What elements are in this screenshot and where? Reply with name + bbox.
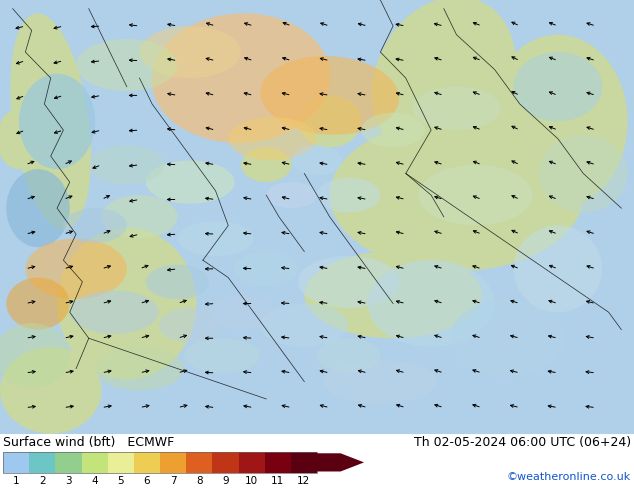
Bar <box>238 452 265 473</box>
Ellipse shape <box>95 347 184 390</box>
Ellipse shape <box>514 225 602 312</box>
Text: 3: 3 <box>65 476 72 487</box>
Ellipse shape <box>57 228 197 379</box>
Bar <box>82 452 108 473</box>
FancyArrow shape <box>317 453 364 471</box>
Text: 7: 7 <box>170 476 176 487</box>
Text: 4: 4 <box>91 476 98 487</box>
Bar <box>291 452 317 473</box>
Ellipse shape <box>266 182 317 208</box>
Ellipse shape <box>178 221 254 256</box>
Ellipse shape <box>158 308 222 343</box>
Ellipse shape <box>361 113 425 147</box>
Bar <box>108 452 134 473</box>
Ellipse shape <box>19 74 95 169</box>
Bar <box>186 452 212 473</box>
Text: Th 02-05-2024 06:00 UTC (06+24): Th 02-05-2024 06:00 UTC (06+24) <box>414 437 631 449</box>
Bar <box>160 452 186 473</box>
Ellipse shape <box>298 256 399 308</box>
Text: Surface wind (bft)   ECMWF: Surface wind (bft) ECMWF <box>3 437 174 449</box>
Ellipse shape <box>539 134 628 213</box>
Ellipse shape <box>298 96 361 147</box>
Ellipse shape <box>304 251 482 338</box>
Text: 10: 10 <box>245 476 258 487</box>
Ellipse shape <box>317 178 380 213</box>
Ellipse shape <box>450 382 539 416</box>
Bar <box>212 452 238 473</box>
Ellipse shape <box>260 303 349 347</box>
Ellipse shape <box>317 338 380 373</box>
Ellipse shape <box>209 295 273 330</box>
Text: 12: 12 <box>297 476 311 487</box>
Bar <box>134 452 160 473</box>
Ellipse shape <box>228 117 317 160</box>
Ellipse shape <box>146 265 209 299</box>
Ellipse shape <box>0 347 101 434</box>
Ellipse shape <box>146 160 235 204</box>
Ellipse shape <box>0 108 41 169</box>
Ellipse shape <box>292 145 342 175</box>
Text: 2: 2 <box>39 476 46 487</box>
Ellipse shape <box>63 208 127 243</box>
Ellipse shape <box>70 291 158 334</box>
Ellipse shape <box>323 360 437 403</box>
Bar <box>3 452 317 473</box>
Bar <box>3 452 29 473</box>
Text: 8: 8 <box>196 476 203 487</box>
Ellipse shape <box>235 251 298 286</box>
Ellipse shape <box>101 195 178 239</box>
Ellipse shape <box>412 87 501 130</box>
Ellipse shape <box>89 145 165 184</box>
Ellipse shape <box>450 299 564 377</box>
Text: 1: 1 <box>13 476 20 487</box>
Text: 11: 11 <box>271 476 285 487</box>
Ellipse shape <box>261 56 399 135</box>
Ellipse shape <box>10 13 91 229</box>
Ellipse shape <box>6 169 70 247</box>
Ellipse shape <box>184 338 260 373</box>
Ellipse shape <box>488 35 628 208</box>
Ellipse shape <box>6 277 70 330</box>
Ellipse shape <box>241 147 292 182</box>
Text: 5: 5 <box>117 476 124 487</box>
Ellipse shape <box>418 165 533 225</box>
Text: 9: 9 <box>222 476 229 487</box>
Ellipse shape <box>152 13 330 143</box>
Bar <box>29 452 56 473</box>
Ellipse shape <box>139 26 241 78</box>
Ellipse shape <box>76 39 178 91</box>
Ellipse shape <box>330 119 583 271</box>
Text: ©weatheronline.co.uk: ©weatheronline.co.uk <box>507 472 631 482</box>
Bar <box>265 452 291 473</box>
Ellipse shape <box>0 323 70 388</box>
Ellipse shape <box>372 0 515 160</box>
Ellipse shape <box>25 239 127 299</box>
Text: 6: 6 <box>144 476 150 487</box>
Bar <box>56 452 82 473</box>
Ellipse shape <box>514 52 602 122</box>
Ellipse shape <box>368 260 495 347</box>
